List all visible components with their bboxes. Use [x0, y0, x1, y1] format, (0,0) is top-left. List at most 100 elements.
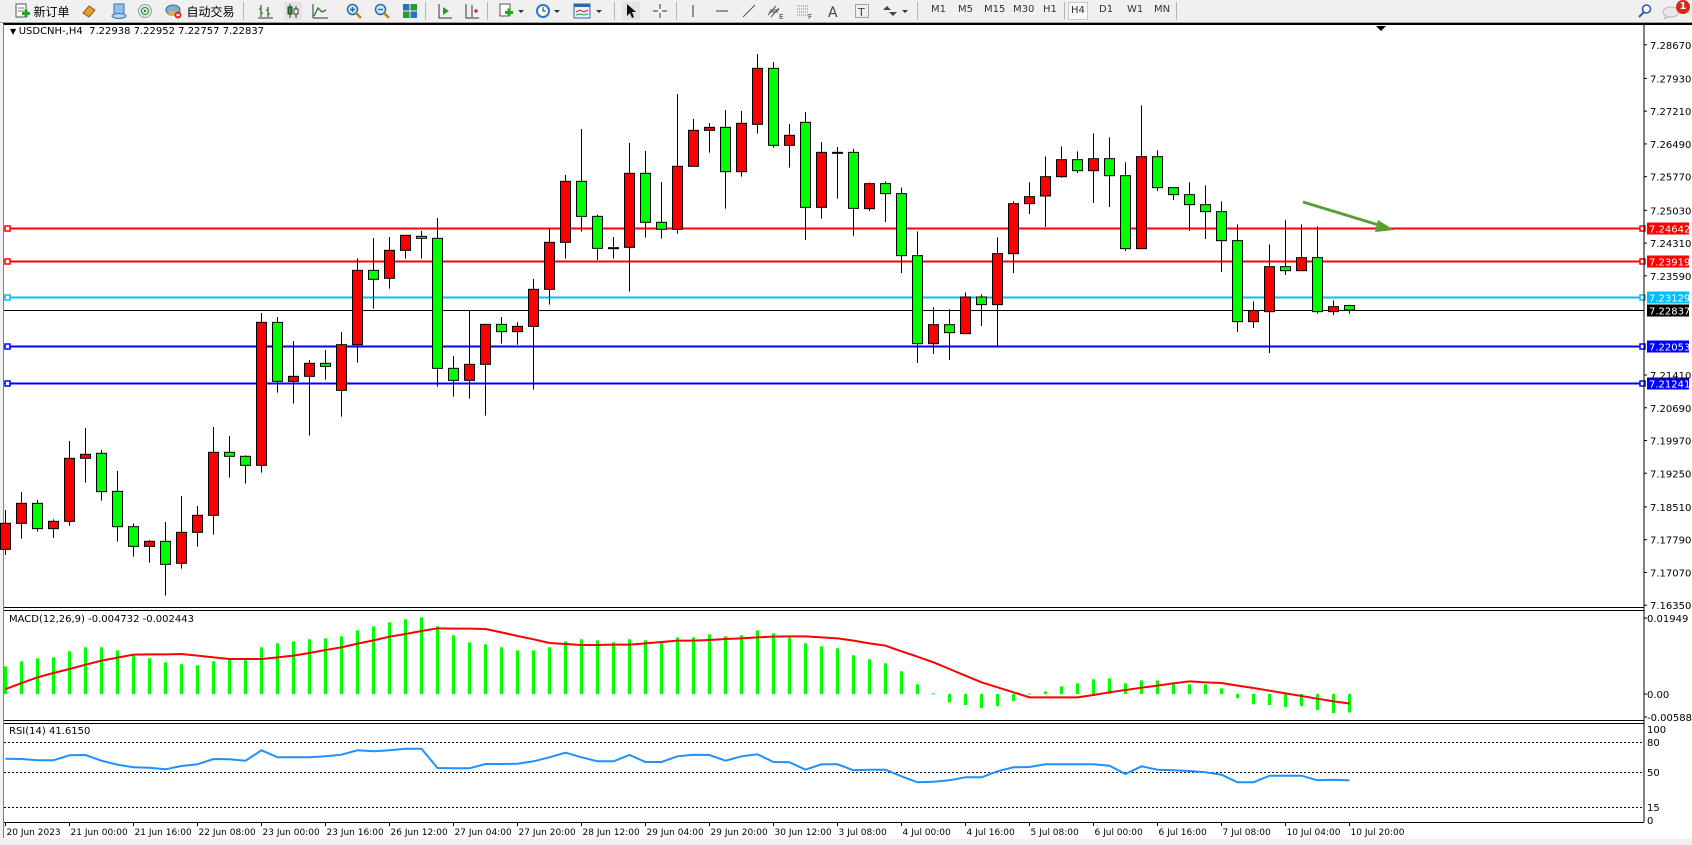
candle	[256, 313, 267, 473]
time-tick-label: 7 Jul 08:00	[1223, 828, 1272, 838]
chart-shift-marker-icon[interactable]	[1376, 26, 1386, 31]
navigator-icon[interactable]	[110, 2, 128, 20]
time-tick-label: 23 Jun 00:00	[263, 828, 320, 838]
candle	[32, 499, 43, 532]
candle	[768, 62, 779, 148]
candle	[320, 350, 331, 380]
macd-histogram-bar	[660, 642, 663, 694]
candle-body	[160, 540, 171, 565]
indicators-button[interactable]	[573, 2, 603, 20]
periods-icon	[535, 3, 561, 19]
candle-body	[304, 362, 315, 377]
macd-histogram-bar	[388, 622, 391, 694]
auto-trading-label: 自动交易	[186, 4, 235, 19]
price-tick-label: 7.25030	[1650, 206, 1691, 217]
timeframe-m15[interactable]: M15	[984, 4, 1006, 15]
fibonacci-icon[interactable]: F	[796, 2, 814, 20]
timeframe-h1[interactable]: H1	[1043, 4, 1057, 15]
indicators-icon	[573, 3, 603, 19]
chart-window[interactable]: 7.24642 7.23919 7.23129 7.22837 7.22053 7.212…	[0, 23, 1692, 845]
candle-body	[688, 129, 699, 167]
rsi-tick-label: 100	[1647, 725, 1666, 736]
horizontal-line-icon[interactable]	[713, 2, 731, 20]
equidistant-channel-icon[interactable]: E	[767, 2, 785, 20]
macd-histogram-bar	[68, 651, 71, 694]
macd-tick-label: 0.00	[1647, 690, 1669, 701]
candle	[288, 340, 299, 404]
macd-histogram-bar	[1076, 683, 1079, 694]
candle	[1008, 201, 1019, 273]
market-watch-icon[interactable]	[80, 2, 98, 20]
time-tick-label: 29 Jun 20:00	[711, 828, 768, 838]
macd-histogram-bar	[692, 637, 695, 694]
price-level-tag	[1647, 304, 1689, 317]
level-handle-icon	[1639, 258, 1646, 265]
svg-text:F: F	[808, 13, 812, 19]
crosshair-icon[interactable]	[651, 2, 669, 20]
timeframe-w1[interactable]: W1	[1127, 4, 1144, 15]
time-tick-label: 20 Jun 2023	[7, 828, 61, 838]
price-tick-label: 7.24310	[1650, 239, 1691, 250]
arrows-button[interactable]	[880, 2, 910, 20]
candle-body	[1344, 305, 1355, 311]
candle-body	[144, 540, 155, 547]
price-tick-label: 7.19970	[1650, 437, 1691, 448]
macd-tick-label: -0.005885	[1647, 713, 1692, 724]
line-chart-icon[interactable]	[311, 2, 329, 20]
candlestick-icon[interactable]	[284, 2, 302, 20]
timeframe-h4[interactable]: H4	[1068, 2, 1088, 20]
candle-body	[704, 126, 715, 131]
timeframe-m1[interactable]: M1	[931, 4, 946, 15]
price-level-tag-text: 7.22053	[1649, 343, 1690, 354]
candle	[496, 316, 507, 344]
price-tick-label: 7.18510	[1650, 503, 1691, 514]
candle	[1184, 182, 1195, 232]
timeframe-m5[interactable]: M5	[958, 4, 973, 15]
periods-button[interactable]	[534, 2, 562, 20]
candle-body	[1056, 159, 1067, 178]
macd-histogram-bar	[644, 640, 647, 694]
candle	[128, 523, 139, 557]
candle-body	[784, 134, 795, 146]
vertical-line-icon[interactable]	[684, 2, 702, 20]
candle	[144, 540, 155, 563]
autoscroll-icon[interactable]	[463, 2, 481, 20]
zoom-in-icon[interactable]	[345, 2, 363, 20]
candle	[304, 360, 315, 436]
candle-body	[976, 296, 987, 306]
text-label-icon[interactable]: T	[853, 2, 871, 20]
chart-shift-icon[interactable]	[436, 2, 454, 20]
candle-body	[624, 172, 635, 248]
macd-histogram-bar	[148, 658, 151, 694]
timeframe-d1[interactable]: D1	[1099, 4, 1114, 15]
header-collapse-icon[interactable]: ▼	[10, 27, 19, 36]
signals-icon[interactable]	[136, 2, 154, 20]
candle-body	[752, 67, 763, 125]
candle-body	[1088, 158, 1099, 172]
macd-histogram-bar	[404, 619, 407, 694]
text-icon[interactable]: A	[824, 2, 842, 20]
macd-histogram-bar	[580, 639, 583, 694]
macd-histogram-bar	[4, 666, 7, 694]
candle	[384, 237, 395, 289]
macd-pane	[4, 617, 1351, 713]
candle	[1152, 150, 1163, 192]
annotation-arrow[interactable]	[1302, 200, 1394, 232]
auto-trading-button[interactable]: 自动交易	[164, 2, 236, 20]
new-order-button[interactable]: 新订单	[12, 2, 72, 20]
candle-body	[1216, 211, 1227, 242]
macd-histogram-bar	[484, 644, 487, 694]
candle-body	[592, 215, 603, 249]
tile-windows-icon[interactable]	[401, 2, 419, 20]
bar-chart-icon[interactable]	[256, 2, 274, 20]
macd-label: MACD(12,26,9) -0.004732 -0.002443	[9, 614, 194, 625]
trendline-icon[interactable]	[740, 2, 758, 20]
timeframe-mn[interactable]: MN	[1154, 4, 1171, 15]
macd-histogram-bar	[596, 640, 599, 694]
cursor-icon[interactable]	[622, 2, 640, 20]
svg-text:A: A	[828, 5, 838, 19]
search-icon[interactable]	[1637, 2, 1653, 20]
timeframe-m30[interactable]: M30	[1013, 4, 1035, 15]
zoom-out-icon[interactable]	[373, 2, 391, 20]
new-chart-button[interactable]	[498, 2, 526, 20]
